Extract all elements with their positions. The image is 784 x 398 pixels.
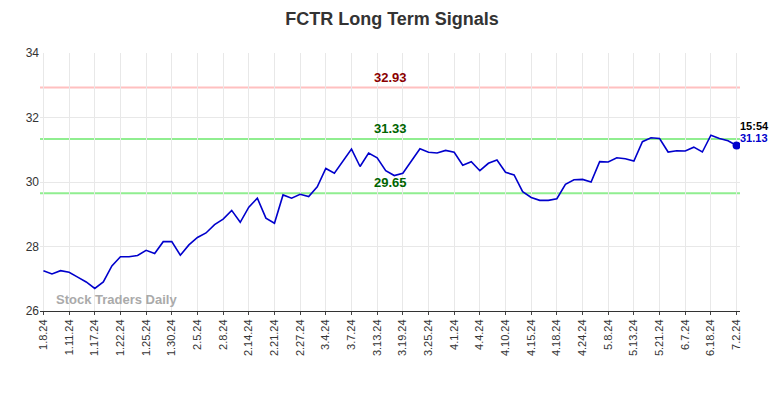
svg-text:4.4.24: 4.4.24 [473,319,485,350]
svg-text:30: 30 [26,175,40,189]
svg-text:31.13: 31.13 [740,132,768,144]
svg-text:5.21.24: 5.21.24 [653,319,665,356]
svg-text:4.15.24: 4.15.24 [525,319,537,356]
svg-text:26: 26 [26,304,40,318]
svg-text:7.2.24: 7.2.24 [730,319,742,350]
svg-text:34: 34 [26,46,40,60]
svg-text:3.25.24: 3.25.24 [422,319,434,356]
svg-text:3.4.24: 3.4.24 [319,319,331,350]
svg-text:32.93: 32.93 [374,70,407,85]
svg-text:2.21.24: 2.21.24 [268,319,280,356]
svg-text:28: 28 [26,240,40,254]
svg-text:2.27.24: 2.27.24 [294,319,306,356]
svg-text:4.10.24: 4.10.24 [499,319,511,356]
svg-text:2.5.24: 2.5.24 [191,319,203,350]
svg-text:32: 32 [26,111,40,125]
svg-text:1.8.24: 1.8.24 [37,319,49,350]
svg-text:5.8.24: 5.8.24 [602,319,614,350]
svg-text:6.18.24: 6.18.24 [704,319,716,356]
svg-text:3.13.24: 3.13.24 [371,319,383,356]
svg-text:3.7.24: 3.7.24 [345,319,357,350]
svg-text:29.65: 29.65 [374,175,407,190]
svg-text:Stock Traders Daily: Stock Traders Daily [56,292,177,307]
svg-text:15:54: 15:54 [740,120,769,132]
svg-text:31.33: 31.33 [374,121,407,136]
svg-text:2.8.24: 2.8.24 [217,319,229,350]
svg-text:1.25.24: 1.25.24 [140,319,152,356]
svg-text:1.22.24: 1.22.24 [114,319,126,356]
svg-text:4.24.24: 4.24.24 [576,319,588,356]
svg-text:4.18.24: 4.18.24 [550,319,562,356]
svg-text:1.11.24: 1.11.24 [63,319,75,355]
svg-text:5.13.24: 5.13.24 [627,319,639,356]
svg-text:1.17.24: 1.17.24 [88,319,100,356]
svg-text:3.19.24: 3.19.24 [396,319,408,356]
svg-text:4.1.24: 4.1.24 [448,319,460,350]
svg-text:6.7.24: 6.7.24 [679,319,691,350]
svg-text:2.14.24: 2.14.24 [242,319,254,356]
svg-text:FCTR Long Term Signals: FCTR Long Term Signals [285,9,499,29]
svg-text:1.30.24: 1.30.24 [165,319,177,356]
